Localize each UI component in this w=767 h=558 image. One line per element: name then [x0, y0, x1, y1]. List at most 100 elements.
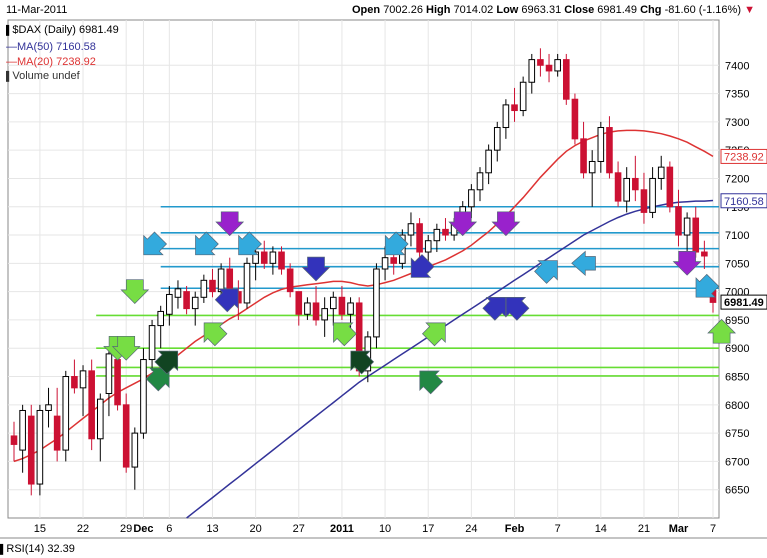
- candle: [304, 297, 311, 320]
- candle-body: [191, 296, 199, 310]
- candle: [19, 404, 26, 473]
- candle-body: [269, 251, 277, 264]
- candle-body: [468, 189, 475, 208]
- candle: [191, 291, 199, 326]
- candle-body: [606, 127, 613, 174]
- y-tick-label: 7050: [725, 258, 749, 270]
- y-tick-label: 7100: [725, 230, 749, 242]
- y-tick-label: 6850: [725, 372, 749, 384]
- candle: [502, 99, 510, 139]
- legend-ma20: —MA(20) 7238.92: [6, 56, 96, 68]
- candle-body: [528, 59, 536, 83]
- candle-body: [243, 262, 251, 304]
- annotation-arrow: [534, 260, 558, 284]
- candle: [10, 421, 18, 462]
- candle-body: [623, 177, 631, 202]
- y-tick-label: 7200: [725, 173, 749, 185]
- candle: [433, 223, 441, 253]
- candle: [105, 348, 113, 417]
- open-label: Open: [352, 4, 381, 16]
- annotation-arrow: [571, 250, 596, 276]
- candle-body: [278, 251, 285, 270]
- annotation-arrow: [333, 322, 357, 347]
- y-tick-label: 7300: [725, 117, 749, 129]
- annotation-arrow: [154, 350, 179, 375]
- ma20-line: [13, 129, 714, 463]
- candle: [442, 218, 449, 241]
- candle-body: [183, 291, 190, 310]
- candle: [122, 393, 130, 473]
- candle-body: [148, 325, 156, 361]
- candle: [373, 263, 380, 349]
- x-tick-label: 7: [710, 523, 716, 535]
- x-tick-label: 20: [250, 523, 262, 535]
- candle: [329, 291, 337, 326]
- candle: [62, 370, 70, 462]
- candle-body: [19, 409, 26, 451]
- candle-body: [71, 376, 78, 389]
- candle: [53, 387, 61, 462]
- x-tick-label: 27: [293, 523, 305, 535]
- candle: [632, 155, 639, 202]
- candle: [407, 212, 415, 247]
- annotation-arrow: [707, 318, 737, 344]
- chg-down-icon: ▼: [744, 4, 755, 16]
- ma20-line-icon: —: [6, 56, 17, 68]
- annotation-arrow: [672, 251, 702, 276]
- candle: [140, 348, 147, 439]
- candle: [114, 353, 121, 411]
- y-tick-label: 6700: [725, 456, 749, 468]
- y-tick-label: 7350: [725, 89, 749, 101]
- candle: [338, 285, 346, 320]
- candle-body: [321, 308, 328, 321]
- candle: [36, 404, 44, 496]
- candle: [675, 189, 682, 247]
- candle-body: [304, 302, 311, 315]
- close-label: Close: [564, 4, 595, 16]
- plot-area: [7, 19, 720, 519]
- candle: [286, 263, 294, 298]
- candle: [683, 212, 691, 253]
- legend-volume: ▌Volume undef: [6, 70, 80, 82]
- candle: [321, 297, 328, 337]
- candle-body: [62, 376, 70, 451]
- annotation-arrow: [491, 211, 521, 237]
- candle: [278, 246, 285, 275]
- candle: [88, 359, 95, 451]
- candle: [243, 257, 251, 309]
- x-tick-label: 17: [422, 523, 434, 535]
- candle: [27, 404, 35, 496]
- legend-symbol-icon: ▌: [6, 25, 13, 35]
- candle-body: [226, 268, 234, 293]
- candle: [657, 155, 665, 190]
- candle-body: [88, 370, 95, 440]
- candle-body: [286, 268, 294, 293]
- candle-body: [675, 206, 682, 236]
- candle-body: [649, 177, 656, 213]
- candle-body: [554, 59, 561, 72]
- y-tick-label: 6650: [725, 485, 749, 497]
- candle-body: [96, 398, 104, 440]
- candle: [416, 218, 423, 258]
- candle: [148, 319, 156, 371]
- annotation-arrow: [238, 231, 262, 256]
- close-value: 6981.49: [597, 4, 638, 16]
- candle: [157, 305, 165, 349]
- candle: [623, 167, 631, 213]
- candle-body: [329, 296, 337, 310]
- candle: [166, 285, 173, 326]
- low-value: 6963.31: [521, 4, 562, 16]
- candle: [96, 393, 104, 462]
- y-tick-label: 6950: [725, 315, 749, 327]
- last-value-label: 7160.58: [724, 196, 764, 208]
- candle-body: [312, 302, 320, 321]
- candle-body: [10, 435, 18, 445]
- candle-body: [140, 359, 147, 434]
- candle: [131, 427, 139, 490]
- candle-body: [485, 149, 492, 174]
- candle-body: [424, 240, 432, 253]
- candle: [295, 291, 303, 326]
- annotation-arrow: [215, 211, 245, 237]
- annotation-arrow: [203, 322, 228, 347]
